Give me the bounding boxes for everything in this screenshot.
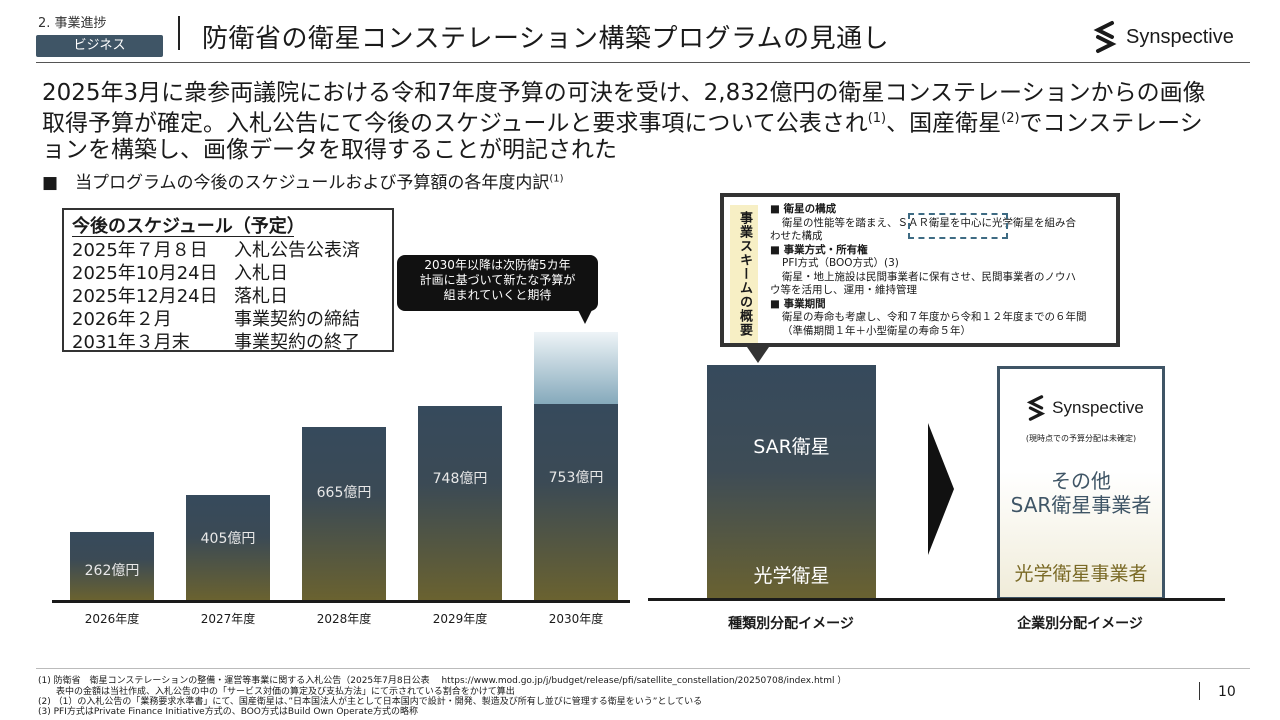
lead-part1: 2025年3月に衆参両議院における令和7年度予算の可決を受け、2,832億円の衛… xyxy=(42,80,1206,137)
schedule-date: 2025年10月24日 xyxy=(72,263,218,284)
bar-value-label: 665億円 xyxy=(316,485,372,502)
synspective-logo-icon xyxy=(1093,21,1117,53)
budget-bar xyxy=(534,404,618,600)
company-logo-text: Synspective xyxy=(1052,398,1144,417)
company-allocation-box: Synspective (現時点での予算分配は未確定) その他 SAR衛星事業者… xyxy=(997,366,1165,600)
scheme-body: ■ 衛星の構成 衛星の性能等を踏まえ、ＳＡＲ衛星を中心に光学衛星を組み合 わせた… xyxy=(770,203,1110,338)
scheme-heading: ■ 衛星の構成 xyxy=(770,203,837,215)
schedule-event: 落札日 xyxy=(234,286,288,307)
callout-line: 計画に基づいて新たな予算が xyxy=(419,273,576,287)
schedule-date: 2031年３月末 xyxy=(72,332,190,353)
footnote-1: (1) 防衛省 衛星コンステレーションの整備・運営等事業に関する入札公告（202… xyxy=(38,676,847,686)
company-allocation-caption: 企業別分配イメージ xyxy=(1017,616,1143,632)
type-allocation-caption: 種類別分配イメージ xyxy=(728,616,854,632)
budget-bar xyxy=(418,405,502,600)
bar-value-label: 748億円 xyxy=(432,470,488,487)
schedule-row: 2025年７月８日 入札公告公表済 xyxy=(72,236,360,262)
lead-part3: でコンステレーションを構築し、画像データを取得することが明記された xyxy=(42,110,1203,163)
scheme-text: PFI方式（BOO方式）(3) xyxy=(782,257,899,269)
x-tick-label: 2029年度 xyxy=(432,612,488,626)
page-title: 防衛省の衛星コンステレーション構築プログラムの見通し xyxy=(202,24,890,54)
scheme-text: （準備期間１年＋小型衛星の寿命５年） xyxy=(782,324,971,337)
footer-rule xyxy=(36,668,1250,669)
budget-bar xyxy=(302,427,386,600)
footnote-1b: 表中の金額は当社作成、入札公告の中の「サービス対価の算定及び支払方法」にて示され… xyxy=(56,687,515,697)
x-tick-label: 2027年度 xyxy=(200,612,256,626)
other-sar-line2: SAR衛星事業者 xyxy=(1010,493,1152,517)
scheme-heading: ■ 事業方式・所有権 xyxy=(770,243,868,256)
budget-bar-extension xyxy=(534,332,618,405)
page-number-divider xyxy=(1199,682,1200,700)
scheme-side-label: 事業スキームの概要 xyxy=(730,205,758,343)
type-allocation-bar xyxy=(707,365,876,600)
schedule-title: 今後のスケジュール（予定） xyxy=(72,216,305,237)
footnote-2: (2) （1）の入札公告の「業務要求水準書」にて、国産衛星は、”日本国法人が主と… xyxy=(38,697,703,707)
schedule-date: 2025年12月24日 xyxy=(72,286,218,307)
scheme-heading: ■ 事業期間 xyxy=(770,297,826,310)
schedule-row: 2025年12月24日 落札日 xyxy=(72,282,288,308)
budget-bar-chart: 262億円 2026年度 405億円 2027年度 665億円 2028年度 748億円 20… xyxy=(52,300,630,626)
scheme-text: 衛星の性能等を踏まえ、ＳＡＲ衛星を中心に光学衛星を組み合 xyxy=(782,216,1076,229)
other-sar-line1: その他 xyxy=(1051,469,1111,493)
schedule-row: 2026年２月 事業契約の締結 xyxy=(72,305,360,331)
callout-line: 組まれていくと期待 xyxy=(443,288,552,302)
x-tick-label: 2026年度 xyxy=(84,612,140,626)
chart-baseline xyxy=(52,600,630,603)
bullet-marker: ■ xyxy=(42,173,59,193)
section-bullet: ■ 当プログラムの今後のスケジュールおよび予算額の各年度内訳(1) xyxy=(42,168,564,193)
callout-line: 2030年以降は次防衛5カ年 xyxy=(424,258,571,272)
header-divider xyxy=(178,16,180,50)
category-badge: ビジネス xyxy=(36,35,163,57)
schedule-event: 事業契約の終了 xyxy=(234,332,360,353)
scheme-pointer xyxy=(747,347,769,363)
logo-text: Synspective xyxy=(1126,25,1234,48)
forecast-callout: 2030年以降は次防衛5カ年 計画に基づいて新たな予算が 組まれていくと期待 xyxy=(397,255,598,311)
scheme-text: わせた構成 xyxy=(770,230,823,242)
lead-text: 2025年3月に衆参両議院における令和7年度予算の可決を受け、2,832億円の衛… xyxy=(42,80,1212,163)
lead-sup2: (2) xyxy=(1001,111,1020,126)
section-label: 2. 事業進捗 xyxy=(38,16,107,31)
header-rule xyxy=(36,62,1250,63)
schedule-row: 2031年３月末 事業契約の終了 xyxy=(72,328,360,354)
schedule-box: 今後のスケジュール（予定） 2025年７月８日 入札公告公表済 2025年10月2… xyxy=(62,208,394,354)
allocation-baseline xyxy=(648,598,1225,601)
bar-value-label: 262億円 xyxy=(84,563,140,579)
schedule-event: 事業契約の締結 xyxy=(234,309,360,330)
schedule-row: 2025年10月24日 入札日 xyxy=(72,259,288,285)
bar-value-label: 405億円 xyxy=(200,531,256,548)
scheme-text: 衛星・地上施設は民間事業者に保有させ、民間事業者のノウハ xyxy=(782,270,1076,283)
budget-bar xyxy=(70,531,154,600)
bullet-sup: (1) xyxy=(549,173,564,185)
allocation-note: (現時点での予算分配は未確定) xyxy=(1025,434,1137,443)
x-tick-label: 2030年度 xyxy=(548,612,604,626)
right-arrow-icon xyxy=(928,423,954,555)
schedule-title-underline xyxy=(72,236,294,237)
bullet-text: 当プログラムの今後のスケジュールおよび予算額の各年度内訳 xyxy=(75,173,550,193)
lead-sup1: (1) xyxy=(867,111,887,126)
page-number: 10 xyxy=(1218,684,1236,700)
sar-satellite-label: SAR衛星 xyxy=(753,436,830,458)
lead-part2: 、国産衛星 xyxy=(886,110,1002,137)
optical-satellite-label: 光学衛星 xyxy=(753,565,830,587)
company-logo: Synspective xyxy=(1090,20,1234,54)
bar-value-label: 753億円 xyxy=(548,469,604,486)
schedule-event: 入札公告公表済 xyxy=(234,240,360,261)
company-logo-inner: Synspective xyxy=(1006,393,1162,423)
scheme-text: ウ等を活用し、運用・維持管理 xyxy=(770,284,917,296)
schedule-event: 入札日 xyxy=(234,263,288,284)
sar-highlight-box xyxy=(908,213,1008,239)
schedule-date: 2025年７月８日 xyxy=(72,240,208,261)
scheme-box: 事業スキームの概要 ■ 衛星の構成 衛星の性能等を踏まえ、ＳＡＲ衛星を中心に光学… xyxy=(720,193,1120,347)
x-tick-label: 2028年度 xyxy=(316,612,372,626)
synspective-logo-icon xyxy=(1026,395,1046,421)
footnote-3: (3) PFI方式はPrivate Finance Initiative方式の、… xyxy=(38,707,418,717)
optical-operators-label: 光学衛星事業者 xyxy=(1014,563,1148,585)
callout-pointer xyxy=(578,310,592,324)
schedule-date: 2026年２月 xyxy=(72,309,172,330)
scheme-text: 衛星の寿命も考慮し、令和７年度から令和１２年度までの６年間 xyxy=(782,311,1087,323)
budget-bar xyxy=(186,494,270,600)
